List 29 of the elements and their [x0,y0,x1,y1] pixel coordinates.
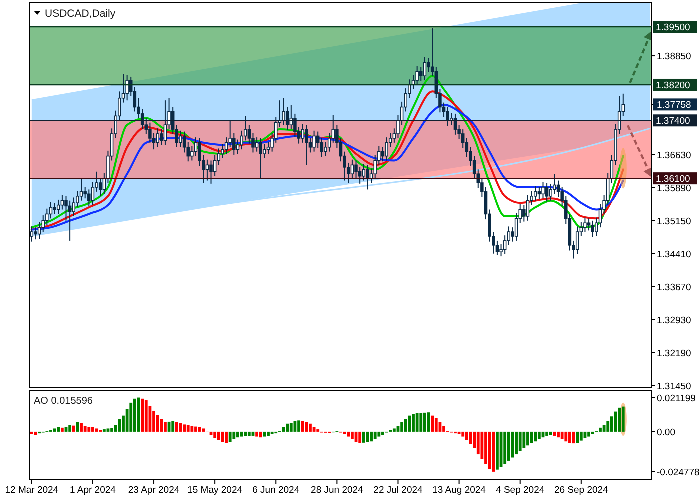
x-tick-label: 1 Apr 2024 [70,485,116,496]
x-tick-label: 15 May 2024 [188,485,243,496]
y-tick-label: 1.38850 [657,52,692,63]
y-tick-label: -0.024778 [657,467,700,478]
y-tick-label: 1.36630 [657,150,692,162]
ref-line-label: 1.39500 [656,22,690,34]
text: AO 0.015596 [34,396,94,407]
y-tick-label: 1.32930 [657,315,692,326]
x-tick-label: 23 Apr 2024 [128,485,180,496]
x-tick-label: 13 Aug 2024 [432,485,486,496]
y-tick-label: 1.32190 [657,348,692,360]
x-tick-label: 4 Sep 2024 [496,485,545,496]
ref-line-label: 1.38200 [656,80,690,92]
y-tick-label: 1.33670 [657,282,692,294]
x-tick-label: 26 Sep 2024 [554,485,608,496]
y-tick-label: 1.35890 [657,183,692,194]
x-tick-label: 6 Jun 2024 [252,485,300,496]
y-tick-label: 0.00 [657,427,676,438]
x-tick-label: 22 Jul 2024 [374,485,423,496]
ref-line-label: 1.36100 [656,174,690,186]
y-tick-label: 1.35150 [657,216,692,228]
y-tick-label: 0.021199 [657,393,696,404]
x-tick-label: 28 Jun 2024 [311,485,364,496]
ref-line-label: 1.37400 [656,116,690,128]
y-tick-label: 1.34410 [657,249,692,260]
text: USDCAD,Daily [45,8,116,20]
y-tick-label: 1.37758 [657,100,692,112]
x-tick-label: 12 Mar 2024 [5,485,59,496]
y-tick-label: 1.31450 [657,381,692,392]
